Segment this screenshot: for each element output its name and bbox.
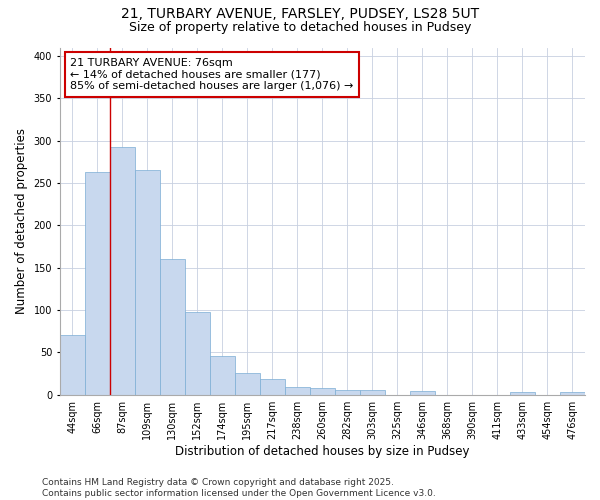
Bar [210, 356, 235, 395]
Bar [335, 390, 360, 394]
Bar [85, 172, 110, 394]
Bar [260, 380, 285, 394]
Bar [360, 390, 385, 394]
Bar [410, 392, 435, 394]
Text: Contains HM Land Registry data © Crown copyright and database right 2025.
Contai: Contains HM Land Registry data © Crown c… [42, 478, 436, 498]
Bar [560, 392, 585, 394]
Text: Size of property relative to detached houses in Pudsey: Size of property relative to detached ho… [129, 21, 471, 34]
Bar [310, 388, 335, 394]
X-axis label: Distribution of detached houses by size in Pudsey: Distribution of detached houses by size … [175, 444, 470, 458]
Y-axis label: Number of detached properties: Number of detached properties [15, 128, 28, 314]
Bar [160, 259, 185, 394]
Bar [185, 312, 210, 394]
Text: 21, TURBARY AVENUE, FARSLEY, PUDSEY, LS28 5UT: 21, TURBARY AVENUE, FARSLEY, PUDSEY, LS2… [121, 8, 479, 22]
Bar [60, 336, 85, 394]
Bar [510, 392, 535, 394]
Bar [135, 170, 160, 394]
Bar [285, 387, 310, 394]
Text: 21 TURBARY AVENUE: 76sqm
← 14% of detached houses are smaller (177)
85% of semi-: 21 TURBARY AVENUE: 76sqm ← 14% of detach… [70, 58, 353, 91]
Bar [235, 372, 260, 394]
Bar [110, 146, 135, 394]
